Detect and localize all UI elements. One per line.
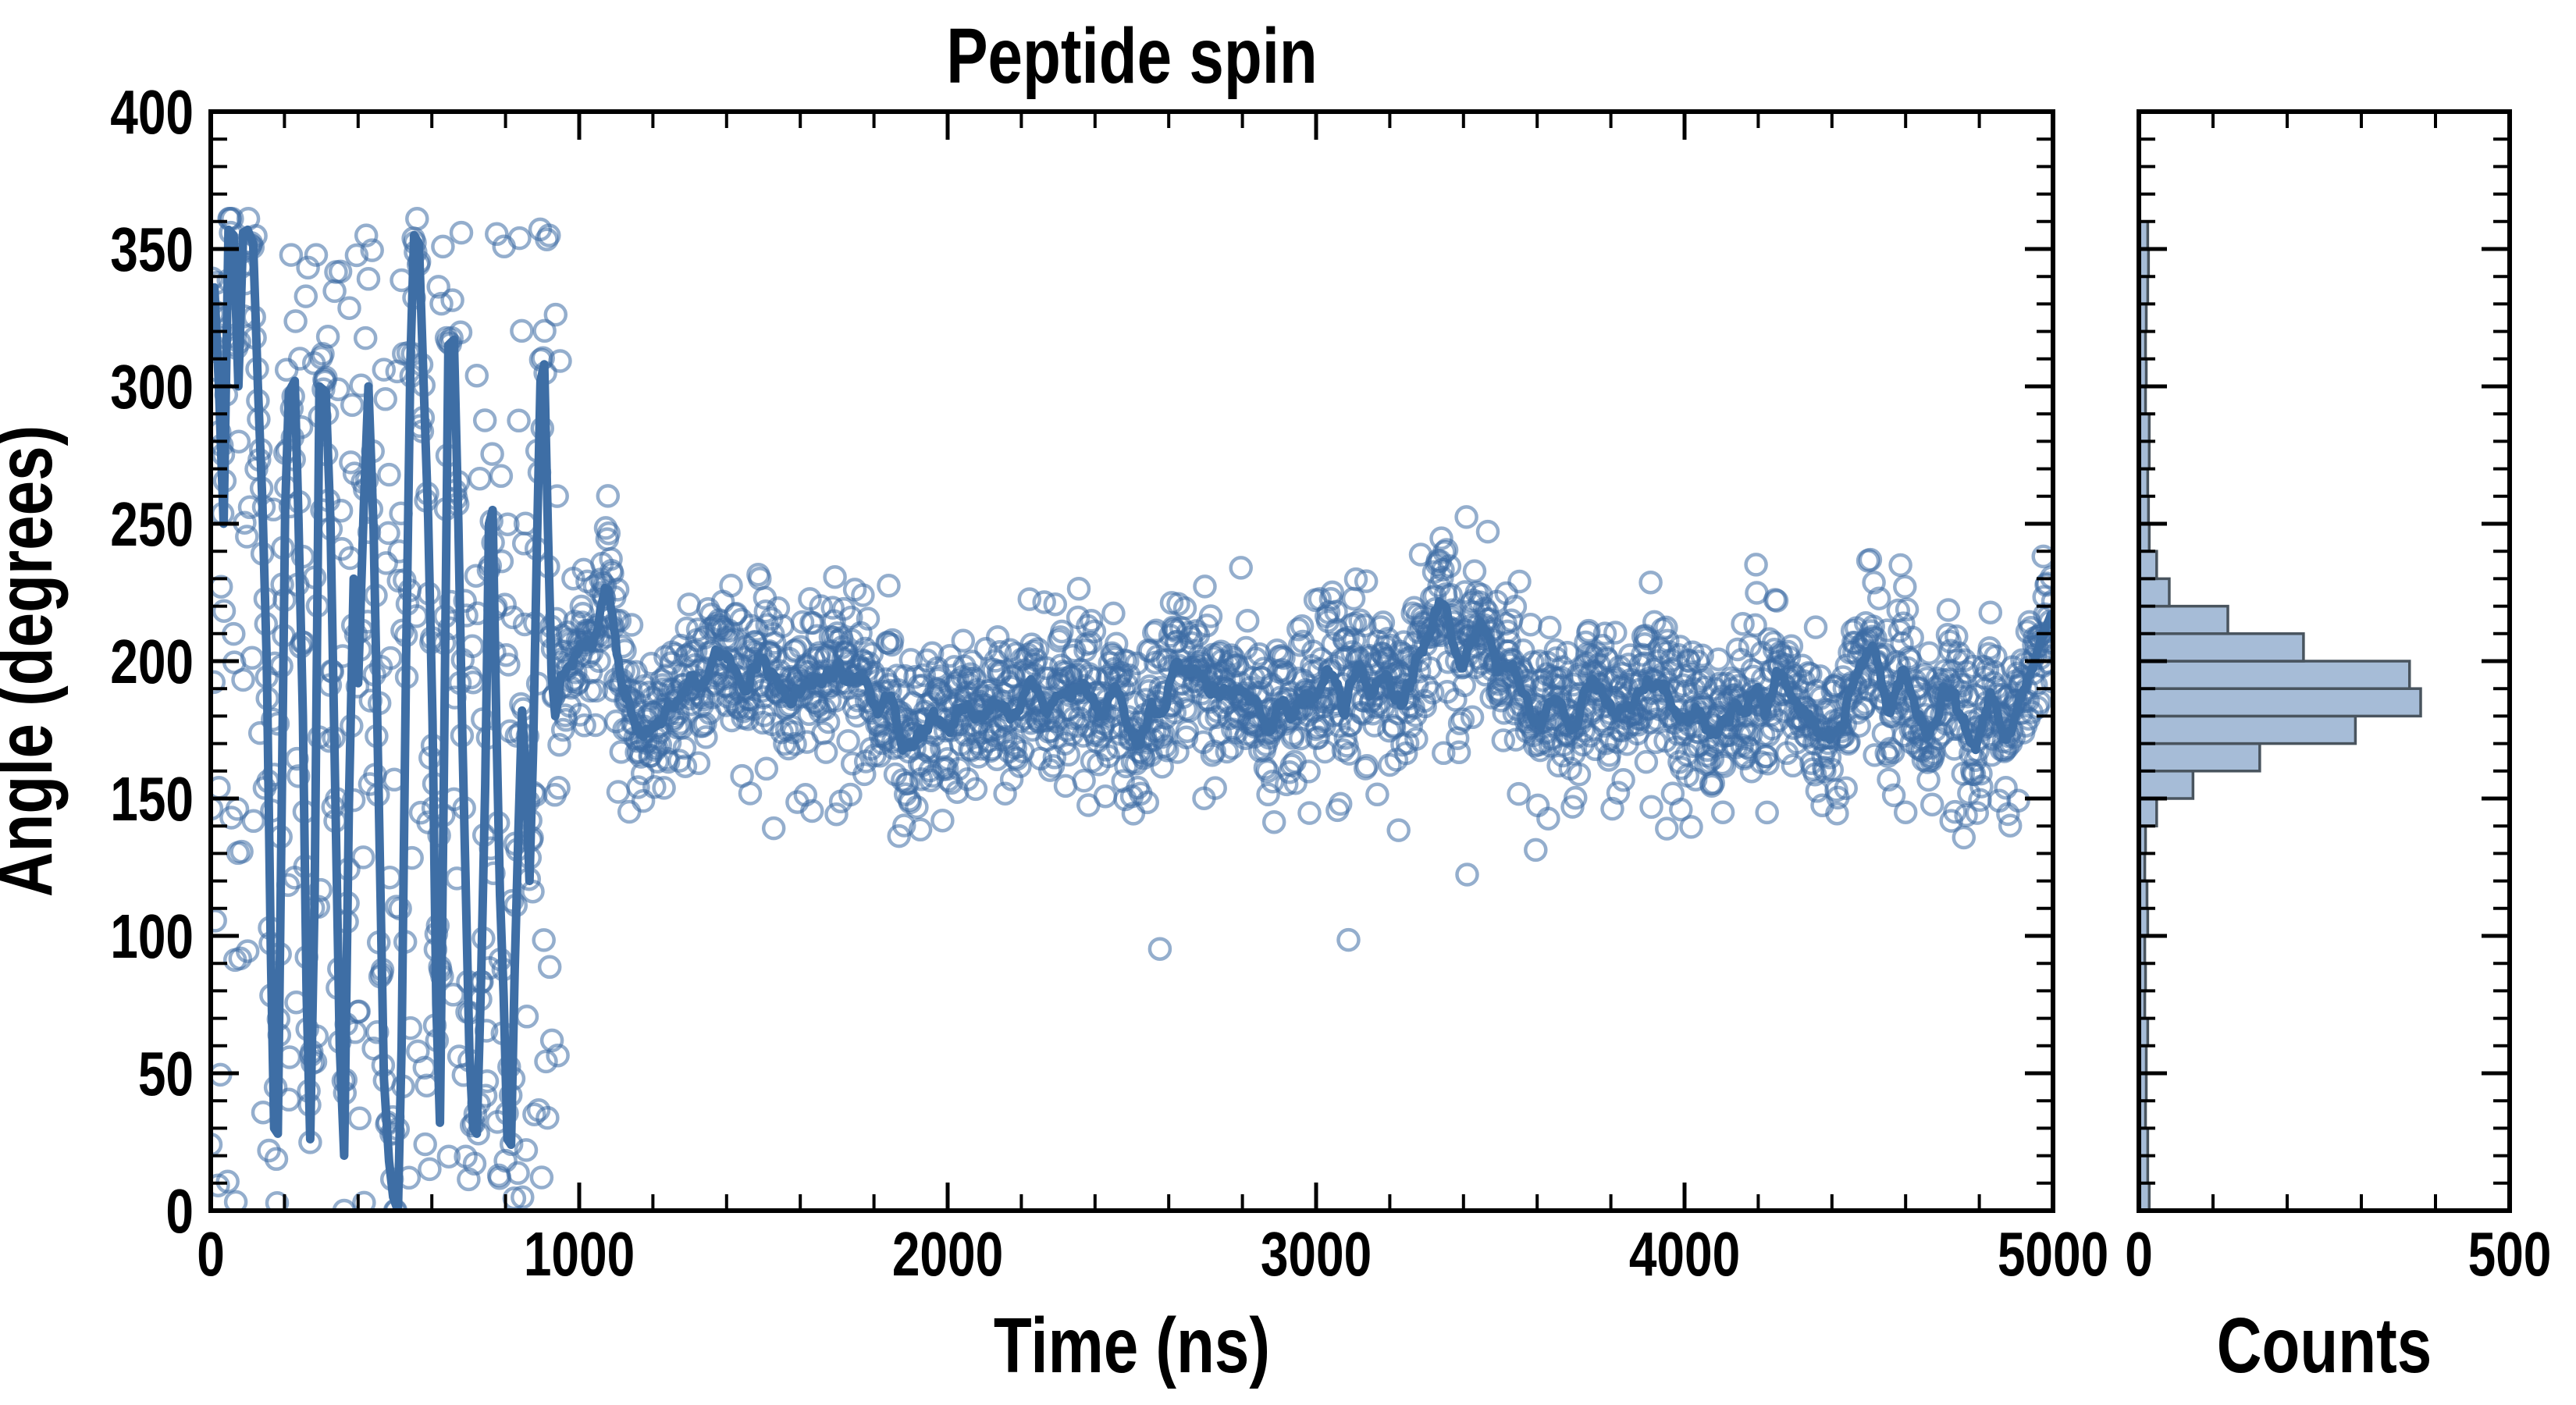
x-tick-label: 1000: [524, 1219, 635, 1289]
x-tick-label: 0: [197, 1219, 225, 1289]
y-tick-label: 250: [110, 489, 194, 559]
x-axis-title: Time (ns): [994, 1303, 1270, 1390]
main-plot-frame: [208, 109, 2055, 1213]
y-axis-title: Angle (degrees): [0, 425, 69, 898]
y-tick-label: 400: [110, 77, 194, 147]
hist-plot-frame: [2137, 109, 2512, 1213]
hist-x-axis-title: Counts: [2217, 1303, 2432, 1390]
axis-ticks: [208, 109, 2512, 1213]
y-tick-label: 0: [165, 1176, 194, 1246]
x-tick-label: 3000: [1261, 1219, 1372, 1289]
y-tick-label: 350: [110, 215, 194, 284]
hist-x-tick-label: 0: [2125, 1219, 2153, 1289]
y-tick-label: 200: [110, 627, 194, 696]
x-tick-label: 4000: [1629, 1219, 1740, 1289]
y-tick-label: 100: [110, 902, 194, 971]
running-average-line: [211, 225, 2053, 1211]
y-tick-label: 300: [110, 352, 194, 422]
x-tick-label: 5000: [1998, 1219, 2108, 1289]
y-tick-label: 150: [110, 764, 194, 834]
chart-title: Peptide spin: [946, 13, 1318, 101]
hist-x-tick-label: 500: [2468, 1219, 2552, 1289]
y-tick-label: 50: [138, 1039, 194, 1108]
x-tick-label: 2000: [892, 1219, 1003, 1289]
